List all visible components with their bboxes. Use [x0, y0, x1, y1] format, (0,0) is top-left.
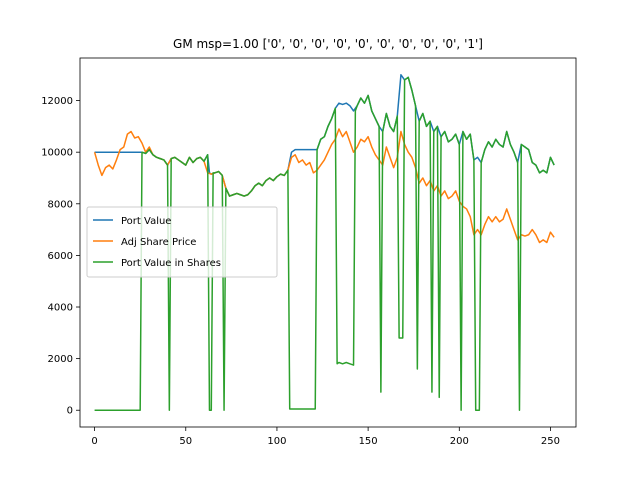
legend-label-2: Port Value in Shares	[121, 258, 221, 269]
plot-area	[93, 74, 555, 411]
x-tick-label: 150	[359, 436, 378, 447]
legend-box	[86, 206, 278, 278]
chart-title: GM msp=1.00 ['0', '0', '0', '0', '0', '0…	[173, 37, 483, 51]
y-tick-label: 10000	[41, 148, 73, 159]
x-tick-label: 0	[91, 436, 97, 447]
y-tick-label: 8000	[48, 199, 73, 210]
y-tick-label: 0	[67, 406, 73, 417]
x-tick-label: 200	[450, 436, 469, 447]
axes: 0 50 100 150 200 250 0 2000 4000 6000 8000 10000 120…	[41, 57, 577, 447]
y-tick-label: 2000	[48, 354, 73, 365]
axes-frame	[79, 57, 577, 428]
legend-label-0: Port Value	[121, 216, 171, 227]
legend-label-1: Adj Share Price	[121, 237, 196, 248]
x-tick-label: 250	[541, 436, 560, 447]
x-tick-label: 100	[267, 436, 286, 447]
y-tick-label: 4000	[48, 303, 73, 314]
series-line-2	[94, 76, 555, 411]
legend: Port Value Adj Share Price Port Value in S…	[86, 206, 278, 278]
y-tick-label: 12000	[41, 96, 73, 107]
y-tick-label: 6000	[48, 251, 73, 262]
x-tick-label: 50	[179, 436, 192, 447]
